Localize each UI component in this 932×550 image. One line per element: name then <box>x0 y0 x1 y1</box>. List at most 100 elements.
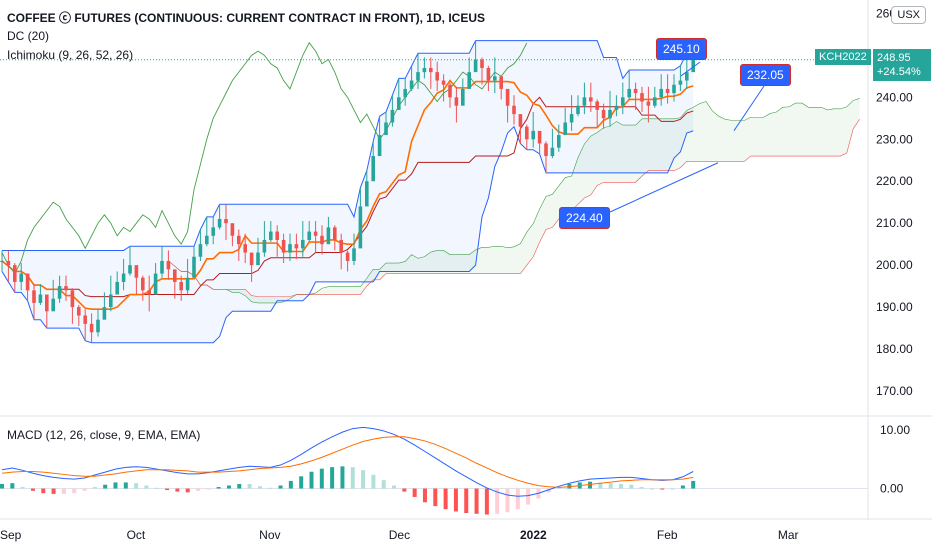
macd-histogram-bar <box>505 488 510 513</box>
candle-body <box>237 235 241 245</box>
candle-body <box>352 248 356 261</box>
macd-histogram-bar <box>598 482 603 489</box>
candle-body <box>557 135 561 148</box>
candle-body <box>550 147 555 157</box>
dc-legend[interactable]: DC (20) <box>7 29 50 43</box>
candle-body <box>134 265 139 278</box>
candle-body <box>57 286 62 299</box>
price-tick-label: 190.00 <box>876 300 913 314</box>
candle-body <box>128 265 132 274</box>
macd-legend[interactable]: MACD (12, 26, close, 9, EMA, EMA) <box>7 428 201 442</box>
candle-body <box>537 130 542 144</box>
candle-body <box>13 265 17 282</box>
candle-body <box>224 218 228 224</box>
symbol-tag: KCH2022 <box>815 49 871 65</box>
candle-body <box>390 109 395 123</box>
candle-body <box>601 109 606 119</box>
candle-body <box>217 218 222 228</box>
callout-connector <box>680 61 701 77</box>
price-tick-label: 230.00 <box>876 132 913 146</box>
candle-body <box>640 93 644 102</box>
ichimoku-conversion-line <box>1 79 694 311</box>
price-tick-label: 170.00 <box>876 384 913 398</box>
macd-histogram-bar <box>392 485 397 489</box>
candle-body <box>416 72 420 81</box>
macd-histogram-bar <box>361 470 366 489</box>
macd-histogram-bar <box>237 483 242 489</box>
currency-unit-button[interactable]: USX <box>891 6 926 24</box>
time-tick-label: Nov <box>259 528 280 542</box>
candle-body <box>512 105 516 115</box>
macd-histogram-bar <box>268 487 273 489</box>
candle-body <box>678 80 683 85</box>
macd-histogram-bar <box>226 485 231 489</box>
candle-body <box>326 227 331 245</box>
macd-histogram-bar <box>0 483 4 489</box>
macd-histogram-bar <box>144 485 149 489</box>
candle-body <box>294 244 299 249</box>
candle-body <box>96 319 100 333</box>
candle-body <box>249 252 254 266</box>
macd-histogram-bar <box>484 488 489 515</box>
last-price-change: +24.54% <box>877 66 921 78</box>
macd-histogram-bar <box>330 467 335 489</box>
candle-body <box>243 244 247 253</box>
candle-body <box>313 231 318 236</box>
callout-245[interactable]: 245.10 <box>656 38 707 60</box>
macd-histogram-bar <box>433 488 438 507</box>
candle-body <box>448 84 452 98</box>
macd-histogram-bar <box>567 483 572 489</box>
macd-histogram-bar <box>495 488 500 514</box>
ichimoku-legend[interactable]: Ichimoku (9, 26, 52, 26) <box>7 48 134 62</box>
candle-body <box>70 290 75 308</box>
candle-body <box>371 156 375 182</box>
macd-histogram-bar <box>526 488 531 505</box>
candle-body <box>256 252 260 266</box>
macd-histogram-bar <box>691 480 696 489</box>
macd-histogram-bar <box>515 488 520 510</box>
candle-body <box>621 97 625 106</box>
macd-histogram-bar <box>618 483 623 489</box>
candle-body <box>691 59 695 73</box>
candle-body <box>461 88 465 106</box>
price-tick-label: 180.00 <box>876 342 913 356</box>
candle-body <box>435 72 439 81</box>
macd-histogram-bar <box>82 488 87 491</box>
candle-body <box>288 244 292 253</box>
candle-body <box>569 114 574 123</box>
candle-body <box>185 277 190 291</box>
candle-body <box>89 323 94 333</box>
candle-body <box>454 97 459 106</box>
candle-body <box>121 273 126 282</box>
candle-body <box>441 80 446 85</box>
macd-histogram-bar <box>72 488 77 494</box>
candle-body <box>429 67 433 73</box>
macd-histogram-bar <box>629 484 634 489</box>
candle-body <box>358 206 363 249</box>
donchian-lower <box>1 125 694 344</box>
candle-body <box>646 101 651 106</box>
callout-232[interactable]: 232.05 <box>740 64 791 86</box>
candle-body <box>525 126 529 140</box>
macd-histogram-bar <box>660 488 665 490</box>
candle-body <box>192 256 196 278</box>
macd-histogram-bar <box>41 488 46 494</box>
macd-histogram-bar <box>381 480 386 489</box>
callout-224[interactable]: 224.40 <box>559 207 610 229</box>
signal-line <box>1 436 694 488</box>
candle-body <box>480 59 484 68</box>
macd-histogram-bar <box>51 488 56 494</box>
candle-body <box>45 294 49 312</box>
candle-body <box>544 143 548 157</box>
macd-histogram-bar <box>92 487 97 489</box>
candle-body <box>307 231 311 240</box>
macd-histogram-bar <box>309 471 314 489</box>
macd-histogram-bar <box>371 474 376 489</box>
candle-body <box>365 181 369 207</box>
candle-body <box>384 122 388 136</box>
last-price-tag: 248.95 +24.54% <box>873 49 931 81</box>
candle-body <box>64 286 68 291</box>
candle-body <box>281 239 286 253</box>
candle-body <box>6 260 11 266</box>
